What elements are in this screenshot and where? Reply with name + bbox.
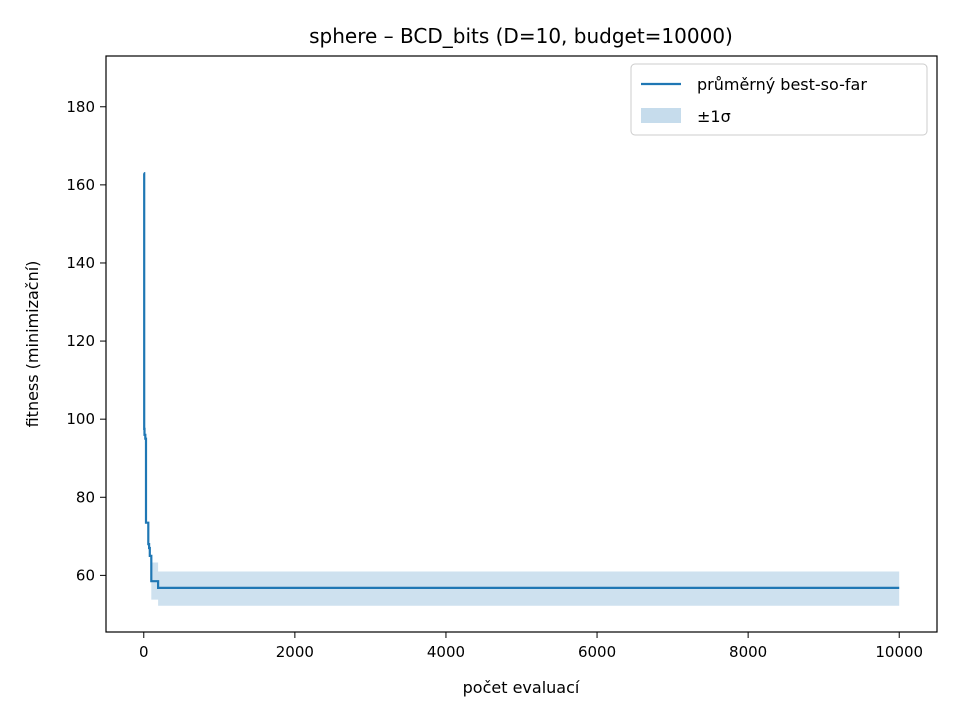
y-tick-label: 60 (76, 566, 95, 584)
mean-best-so-far-line (143, 172, 900, 589)
y-tick-label: 140 (66, 254, 95, 272)
plot-frame (105, 55, 938, 633)
chart-title: sphere – BCD_bits (D=10, budget=10000) (309, 24, 733, 48)
x-axis-label: počet evaluací (463, 678, 580, 697)
plot-area (143, 172, 900, 606)
y-tick-label: 100 (66, 410, 95, 428)
x-tick-label: 8000 (729, 643, 767, 661)
x-tick-label: 2000 (276, 643, 314, 661)
y-axis: 60 80 100 120 140 160 180 (66, 98, 106, 584)
y-tick-label: 80 (76, 488, 95, 506)
y-axis-label: fitness (minimizační) (23, 261, 42, 428)
x-axis: 0 2000 4000 6000 8000 10000 (139, 632, 923, 661)
legend-label-mean: průměrný best-so-far (697, 75, 867, 94)
x-tick-label: 4000 (427, 643, 465, 661)
legend-box (630, 63, 928, 136)
sigma-band (151, 562, 900, 606)
y-tick-label: 120 (66, 332, 95, 350)
y-tick-label: 160 (66, 176, 95, 194)
x-tick-label: 6000 (578, 643, 616, 661)
x-tick-label: 0 (139, 643, 149, 661)
x-tick-label: 10000 (875, 643, 923, 661)
legend: průměrný best-so-far ±1σ (630, 63, 928, 136)
legend-label-sigma: ±1σ (697, 107, 731, 126)
legend-band-swatch (641, 108, 681, 123)
y-tick-label: 180 (66, 98, 95, 116)
